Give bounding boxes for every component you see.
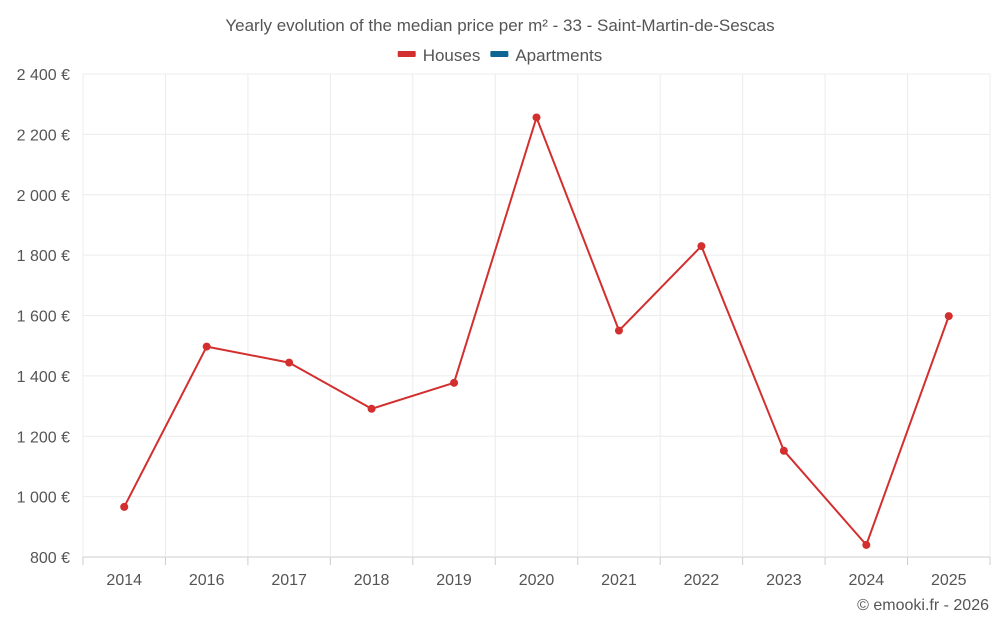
x-tick-label: 2020 [519,572,555,589]
y-tick-label: 1 800 € [17,248,70,265]
data-point-houses [285,358,294,367]
legend-swatch-houses [397,51,416,57]
x-tick-label: 2023 [766,572,802,589]
y-tick-label: 1 000 € [17,490,70,507]
x-tick-label: 2014 [106,572,142,589]
legend-swatch-apartments [490,51,509,57]
y-tick-label: 1 600 € [17,309,70,326]
data-point-houses [944,312,953,321]
legend-label-houses: Houses [423,46,481,65]
y-tick-label: 1 400 € [17,369,70,386]
data-point-houses [450,378,459,387]
legend-label-apartments: Apartments [515,46,602,65]
data-point-houses [120,502,129,511]
data-point-houses [862,540,871,549]
data-point-houses [202,342,211,351]
y-tick-label: 2 200 € [17,127,70,144]
x-tick-label: 2016 [189,572,225,589]
x-tick-label: 2017 [271,572,307,589]
y-axis: 800 € 1 000 € 1 200 € 1 400 € 1 600 € 1 800 €… [17,67,70,567]
data-point-houses [697,242,706,251]
series-group [120,113,953,549]
data-point-houses [532,113,541,122]
data-point-houses [367,404,376,413]
credit: © emooki.fr - 2026 [857,597,989,614]
y-tick-label: 1 200 € [17,429,70,446]
x-axis: 2014 2016 2017 2018 2019 2020 2021 2022 2023 2024… [82,557,991,589]
data-point-houses [779,446,788,455]
legend: Houses Apartments [397,46,602,65]
x-tick-label: 2019 [436,572,472,589]
chart-title: Yearly evolution of the median price per… [225,16,774,35]
x-tick-label: 2018 [354,572,390,589]
grid [82,73,991,558]
x-tick-label: 2022 [684,572,720,589]
y-tick-label: 2 400 € [17,67,70,84]
x-tick-label: 2021 [601,572,637,589]
data-point-houses [614,326,623,335]
x-tick-label: 2025 [931,572,967,589]
y-tick-label: 2 000 € [17,188,70,205]
x-tick-label: 2024 [849,572,885,589]
y-tick-label: 800 € [30,550,70,567]
